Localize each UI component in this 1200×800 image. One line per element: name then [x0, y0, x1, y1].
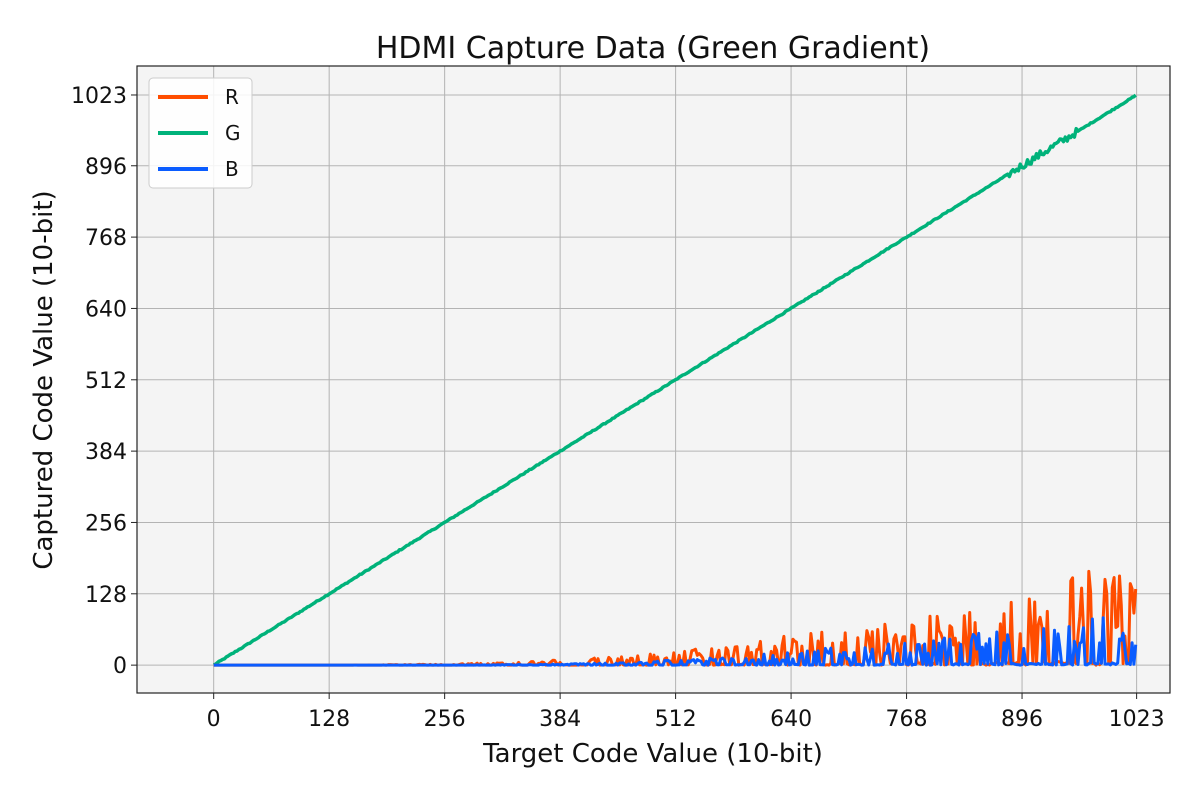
x-tick-label: 1023: [1109, 707, 1165, 732]
y-tick-label: 256: [85, 511, 127, 536]
series-line-G: [212, 93, 1137, 667]
x-tick-label: 512: [655, 707, 697, 732]
y-tick-label: 640: [85, 297, 127, 322]
y-tick-label: 768: [85, 226, 127, 251]
x-tick-label: 256: [424, 707, 466, 732]
x-tick-label: 0: [207, 707, 221, 732]
legend-label-G: G: [225, 121, 241, 145]
series-layer: [212, 93, 1138, 667]
y-tick-label: 512: [85, 369, 127, 394]
y-axis-label: Captured Code Value (10-bit): [29, 190, 59, 569]
y-tick-label: 128: [85, 583, 127, 608]
x-tick-label: 384: [539, 707, 581, 732]
series-line-B: [213, 616, 1138, 667]
legend: RGB: [148, 77, 253, 189]
y-ticks: 0 128 256 384 512 640 768 896 1023: [71, 84, 137, 679]
x-tick-label: 896: [1001, 707, 1043, 732]
y-tick-label: 1023: [71, 84, 127, 109]
x-tick-label: 640: [770, 707, 812, 732]
y-tick-label: 384: [85, 440, 127, 465]
x-axis-label: Target Code Value (10-bit): [482, 739, 823, 769]
x-tick-label: 768: [886, 707, 928, 732]
legend-label-B: B: [225, 157, 239, 181]
y-tick-label: 0: [113, 654, 127, 679]
y-tick-label: 896: [85, 155, 127, 180]
chart-title: HDMI Capture Data (Green Gradient): [376, 31, 930, 66]
x-ticks: 0 128 256 384 512 640 768 896 1023: [207, 693, 1165, 732]
x-tick-label: 128: [308, 707, 350, 732]
legend-label-R: R: [225, 85, 239, 109]
